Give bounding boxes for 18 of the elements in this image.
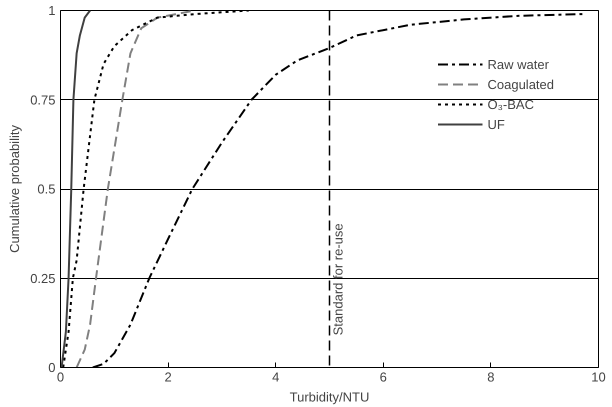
y-tick-label: 1 (48, 3, 56, 18)
x-tick-label: 8 (487, 370, 495, 384)
legend-label: Coagulated (488, 76, 554, 92)
y-tick-label: 0 (48, 360, 56, 375)
x-tick-label: 6 (380, 370, 387, 384)
ref-line-label: Standard for re-use (330, 223, 346, 336)
legend-label: O₃-BAC (488, 96, 534, 112)
y-tick-label: 0.25 (30, 270, 56, 286)
x-axis-title: Turbidity/NTU (290, 390, 370, 404)
legend-label: UF (488, 116, 506, 132)
line-series (60, 10, 92, 368)
legend-label: Raw water (488, 56, 549, 72)
y-tick-label: 0.75 (30, 92, 56, 108)
y-tick-label: 0.5 (37, 182, 56, 196)
x-tick-label: 10 (591, 370, 606, 384)
x-tick-label: 4 (272, 370, 280, 384)
x-tick-label: 2 (164, 370, 172, 384)
y-axis-title: Cumulative probability (7, 124, 22, 253)
